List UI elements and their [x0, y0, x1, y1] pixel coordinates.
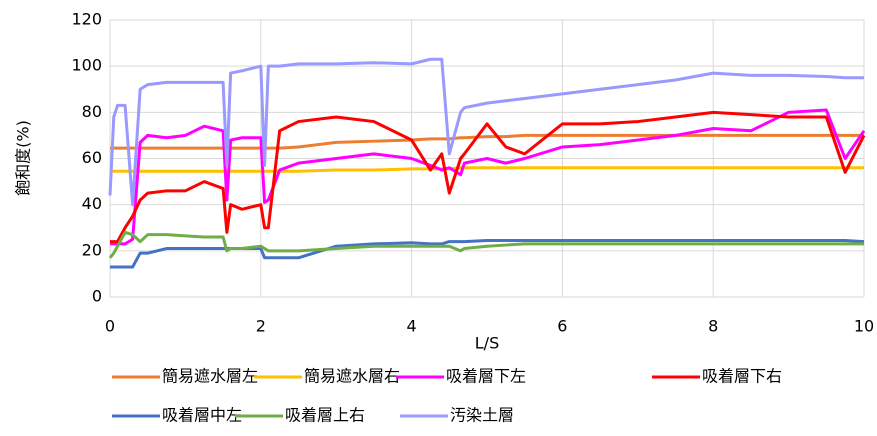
y-tick-label: 80	[82, 102, 102, 121]
legend-label: 吸着層下左	[446, 367, 526, 386]
y-axis-label: 飽和度(%)	[14, 120, 33, 196]
x-tick-label: 2	[256, 317, 266, 336]
series-line	[110, 133, 864, 150]
y-tick-label: 120	[71, 10, 102, 29]
series-line	[110, 166, 864, 173]
legend-label: 吸着層中左	[162, 406, 242, 425]
x-tick-label: 8	[708, 317, 718, 336]
legend-label: 吸着層下右	[702, 367, 782, 386]
x-tick-label: 6	[557, 317, 567, 336]
series-line	[108, 230, 864, 259]
y-tick-label: 100	[71, 56, 102, 75]
series-line	[108, 57, 864, 207]
series-line	[110, 238, 865, 269]
series-line	[110, 110, 866, 244]
y-tick-label: 20	[82, 240, 102, 259]
x-tick-label: 0	[105, 317, 115, 336]
x-tick-label: 10	[854, 317, 874, 336]
series-line	[110, 108, 866, 246]
x-axis-label: L/S	[475, 334, 499, 353]
y-tick-label: 40	[82, 194, 102, 213]
legend-label: 吸着層上右	[285, 406, 365, 425]
legend-label: 簡易遮水層左	[162, 367, 258, 386]
y-tick-label: 60	[82, 148, 102, 167]
legend-label: 汚染土層	[450, 406, 514, 425]
y-tick-label: 0	[92, 287, 102, 306]
legend-label: 簡易遮水層右	[304, 367, 400, 386]
x-tick-label: 4	[407, 317, 417, 336]
